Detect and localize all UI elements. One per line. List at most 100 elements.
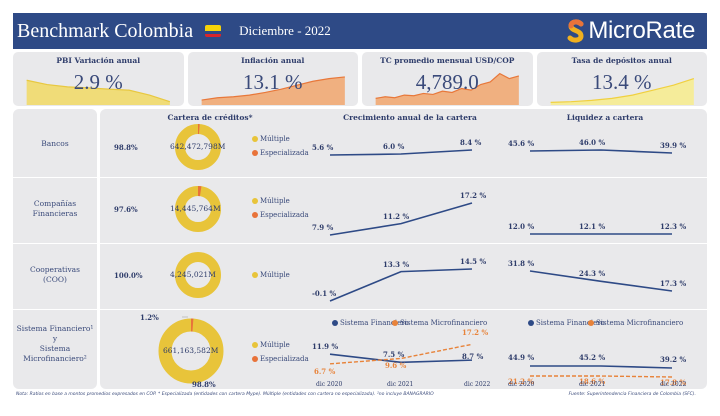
crecimiento-data-label: 14.5 %	[460, 257, 487, 266]
legend-multiple: Múltiple	[252, 197, 290, 205]
liquidez-financiero-label: 45.2 %	[579, 353, 606, 362]
legend-dot-icon	[528, 320, 534, 326]
liquidez-data-label: 12.0 %	[508, 222, 535, 231]
x-axis-label: dic 2020	[316, 381, 343, 388]
liquidez-data-label: 12.1 %	[579, 222, 606, 231]
liquidez-microfinanciero-label: 17.8 %	[660, 378, 687, 387]
legend-sistema-microfinanciero: Sistema Microfinanciero	[588, 319, 683, 327]
legend-dot-icon	[332, 320, 338, 326]
x-axis-label: dic 2020	[508, 381, 535, 388]
kpi-card-tipo-cambio: TC promedio mensual USD/COP 4,789.0	[362, 52, 533, 106]
crecimiento-financiero-label: 11.9 %	[312, 342, 339, 352]
liquidez-financiero-label: 44.9 %	[508, 353, 535, 362]
legend-dot-icon	[252, 272, 258, 278]
kpi-sparkline	[13, 52, 184, 105]
kpi-row: PBI Variación anual 2.9 % Inflación anua…	[13, 52, 707, 106]
colombia-flag-icon	[205, 25, 222, 37]
period-label: Diciembre - 2022	[239, 23, 331, 38]
kpi-value: 13.1 %	[243, 70, 303, 94]
x-axis-label: dic 2021	[579, 381, 606, 388]
kpi-label: Inflación anual	[241, 56, 305, 65]
page-title: Benchmark Colombia	[17, 19, 194, 42]
crecimiento-data-label: 17.2 %	[460, 191, 487, 200]
donut-multiple-pct: 97.6%	[114, 205, 138, 214]
legend-dot-icon	[252, 150, 258, 156]
x-axis-label: dic 2021	[387, 381, 414, 388]
legend-label: Múltiple	[260, 271, 290, 279]
column-header-liquidez: Liquidez a cartera	[566, 113, 644, 122]
crecimiento-data-label: 11.2 %	[383, 211, 410, 221]
donut-multiple-pct: 98.8%	[114, 143, 138, 152]
legend-sistema-microfinanciero: Sistema Microfinanciero	[392, 319, 487, 327]
legend-dot-icon	[252, 356, 258, 362]
liquidez-data-label: 24.3 %	[579, 269, 606, 279]
microrate-logo: MicroRate	[567, 17, 695, 45]
crecimiento-line	[329, 268, 473, 302]
crecimiento-line	[329, 202, 473, 236]
metrics-panel: Cartera de créditos* Crecimiento anual d…	[100, 109, 707, 389]
kpi-card-pbi: PBI Variación anual 2.9 %	[13, 52, 184, 106]
kpi-sparkline	[362, 52, 533, 105]
liquidez-data-label: 45.6 %	[508, 139, 535, 148]
kpi-sparkline	[537, 52, 708, 105]
crecimiento-microfinanciero-label: 17.2 %	[462, 328, 489, 338]
header-bar: Benchmark Colombia Diciembre - 2022 Micr…	[13, 13, 707, 49]
row-labels-panel: Bancos Compañías Financieras Cooperativa…	[13, 109, 97, 389]
sparkline-line	[27, 80, 170, 101]
liquidez-line	[529, 270, 673, 292]
donut-total-value: 661,163,582M	[163, 346, 219, 355]
kpi-value: 4,789.0	[415, 70, 479, 94]
liquidez-data-label: 46.0 %	[579, 138, 606, 147]
legend-dot-icon	[588, 320, 594, 326]
sparkline-line	[201, 77, 344, 100]
liquidez-data-label: 12.3 %	[660, 222, 687, 231]
benchmark-grid: Bancos Compañías Financieras Cooperativa…	[13, 109, 707, 389]
legend-label: Especializada	[260, 355, 309, 363]
legend-especializada: Especializada	[252, 211, 309, 219]
crecimiento-data-label: 7.9 %	[312, 223, 334, 232]
liquidez-line	[529, 149, 673, 154]
legend-dot-icon	[392, 320, 398, 326]
legend-label: Múltiple	[260, 341, 290, 349]
kpi-label: Tasa de depósitos anual	[571, 56, 672, 65]
kpi-card-inflacion: Inflación anual 13.1 %	[187, 52, 358, 106]
crecimiento-data-label: 5.6 %	[312, 143, 334, 152]
crecimiento-data-label: 8.4 %	[460, 138, 482, 147]
legend-sistema-financiero: Sistema Financiero	[332, 319, 409, 327]
legend-especializada: Especializada	[252, 355, 309, 363]
liquidez-financiero-label: 39.2 %	[660, 355, 687, 364]
x-axis-label: dic 2022	[464, 381, 491, 388]
legend-label: Sistema Financiero	[536, 319, 605, 327]
liquidez-data-label: 39.9 %	[660, 141, 687, 150]
donut-total-value: 14,445,764M	[170, 204, 221, 213]
liquidez-data-label: 17.3 %	[660, 279, 687, 288]
kpi-value: 13.4 %	[592, 70, 652, 94]
crecimiento-financiero-line	[329, 353, 473, 364]
legend-label: Especializada	[260, 149, 309, 157]
crecimiento-microfinanciero-label: 6.7 %	[314, 366, 336, 376]
donut-multiple-pct: 100.0%	[114, 271, 143, 280]
sparkline-area	[375, 73, 519, 105]
row-label-bancos: Bancos	[41, 139, 69, 148]
legend-especializada: Especializada	[252, 149, 309, 157]
sparkline-line	[550, 79, 693, 103]
donut-slice-multiple	[175, 252, 221, 298]
legend-dot-icon	[252, 136, 258, 142]
liquidez-data-label: 31.8 %	[508, 259, 535, 268]
row-label-sistema: Sistema Financiero¹ y Sistema Microfinan…	[16, 324, 94, 363]
legend-dot-icon	[252, 342, 258, 348]
legend-label: Múltiple	[260, 197, 290, 205]
donut-slice-especializada	[175, 124, 221, 170]
donut-total-value: 642,472,798M	[170, 142, 226, 151]
crecimiento-data-label: -0.1 %	[312, 289, 337, 298]
legend-label: Especializada	[260, 211, 309, 219]
crecimiento-microfinanciero-label: 9.6 %	[385, 361, 407, 371]
liquidez-microfinanciero-label: 21.2 %	[508, 377, 535, 386]
crecimiento-financiero-label: 7.5 %	[383, 350, 405, 360]
legend-label: Múltiple	[260, 135, 290, 143]
legend-multiple: Múltiple	[252, 135, 290, 143]
legend-dot-icon	[252, 212, 258, 218]
row-label-companias-financieras: Compañías Financieras	[32, 199, 78, 218]
legend-multiple: Múltiple	[252, 341, 290, 349]
kpi-card-tasa-depositos: Tasa de depósitos anual 13.4 %	[536, 52, 708, 106]
